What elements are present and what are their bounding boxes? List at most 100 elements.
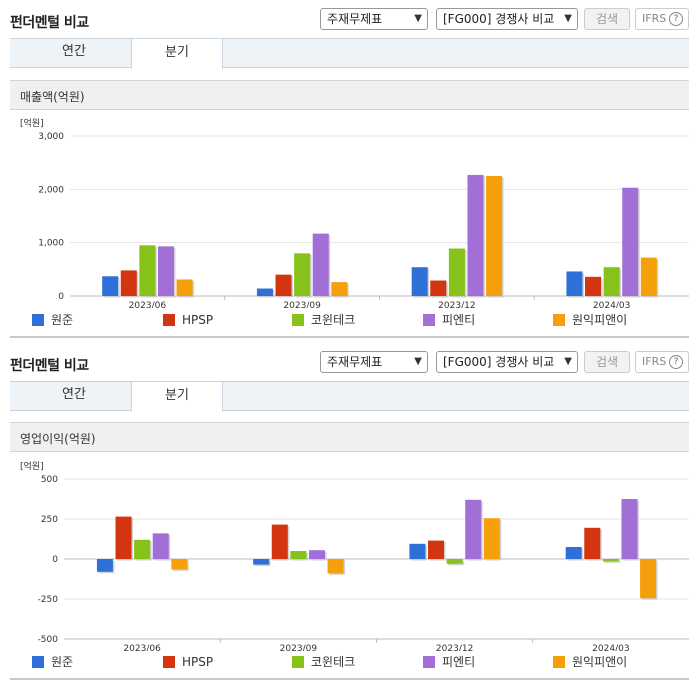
chart-legend: 원준 HPSP 코윈테크 피엔티 원익피앤이 (10, 652, 689, 672)
y-unit-label: [억원] (20, 117, 44, 129)
tab-quarterly[interactable]: 분기 (131, 38, 223, 69)
y-tick-label: -250 (38, 595, 59, 605)
y-unit-label: [억원] (20, 460, 44, 472)
legend-label: 피엔티 (442, 313, 476, 327)
help-icon: ? (669, 12, 683, 26)
section-title-bar: 영업이익(억원) (10, 422, 689, 452)
search-button[interactable]: 검색 (584, 351, 630, 373)
bar (256, 288, 273, 296)
panel-divider (10, 678, 689, 680)
bar (327, 559, 344, 574)
bar (96, 559, 113, 572)
bar (585, 276, 602, 296)
bar (411, 267, 428, 296)
bar (467, 174, 484, 296)
legend-label: 원준 (51, 655, 74, 669)
bar (483, 518, 500, 559)
legend-swatch (32, 656, 44, 668)
bar (294, 253, 311, 296)
x-tick-label: 2023/12 (438, 301, 475, 308)
bar (290, 551, 307, 559)
legend-swatch (292, 314, 304, 326)
bar (312, 233, 329, 296)
legend-swatch (292, 656, 304, 668)
legend-label: 원준 (51, 313, 74, 327)
panel-divider (10, 336, 689, 338)
ifrs-label: IFRS (642, 355, 667, 368)
bar (640, 559, 657, 599)
bar (446, 559, 463, 564)
x-tick-label: 2023/06 (129, 301, 167, 308)
statement-type-value: 주재무제표 (327, 12, 383, 26)
ifrs-help-button[interactable]: IFRS ? (635, 8, 689, 30)
bar (275, 274, 292, 296)
bar-shadow (604, 560, 621, 563)
bar (271, 524, 288, 559)
peer-group-select[interactable]: [FG000] 경쟁사 비교 ▼ (436, 351, 578, 373)
period-tabs: 연간 분기 (10, 381, 689, 412)
x-tick-label: 2023/12 (436, 644, 473, 651)
legend-label: 원익피앤이 (572, 655, 628, 669)
statement-type-select[interactable]: 주재무제표 ▼ (320, 351, 428, 373)
search-button[interactable]: 검색 (584, 8, 630, 30)
x-tick-label: 2024/03 (592, 644, 629, 651)
fundamental-panel-operating-profit: 펀더멘털 비교 주재무제표 ▼ [FG000] 경쟁사 비교 ▼ 검색 IFRS… (0, 343, 696, 684)
panel-header: 펀더멘털 비교 주재무제표 ▼ [FG000] 경쟁사 비교 ▼ 검색 IFRS… (0, 0, 696, 38)
bar (448, 248, 465, 296)
legend-label: HPSP (182, 313, 214, 327)
x-tick-label: 2023/09 (283, 301, 321, 308)
tab-annual[interactable]: 연간 (62, 387, 86, 402)
panel-header: 펀더멘털 비교 주재무제표 ▼ [FG000] 경쟁사 비교 ▼ 검색 IFRS… (0, 343, 696, 381)
bar (622, 187, 639, 296)
bar (621, 499, 638, 559)
section-title-bar: 매출액(억원) (10, 80, 689, 110)
bar (152, 533, 169, 559)
bar (139, 245, 156, 296)
bar (465, 499, 482, 559)
y-tick-label: 250 (41, 515, 58, 525)
legend-swatch (423, 656, 435, 668)
panel-title: 펀더멘털 비교 (10, 358, 89, 374)
bar (565, 547, 582, 559)
bar (253, 559, 270, 565)
x-tick-label: 2023/09 (280, 644, 318, 651)
legend-swatch (553, 656, 565, 668)
legend-swatch (423, 314, 435, 326)
peer-group-value: [FG000] 경쟁사 비교 (443, 12, 555, 26)
legend-swatch (163, 314, 175, 326)
panel-title: 펀더멘털 비교 (10, 15, 89, 31)
statement-type-value: 주재무제표 (327, 355, 383, 369)
bar (308, 550, 325, 559)
x-tick-label: 2024/03 (593, 301, 630, 308)
legend-swatch (32, 314, 44, 326)
ifrs-help-button[interactable]: IFRS ? (635, 351, 689, 373)
operating-profit-bar-chart: [억원] -500 -250 0 250 500 2023/06 2023/09 2023/12… (20, 460, 689, 651)
legend-label: 원익피앤이 (572, 313, 628, 327)
section-title: 영업이익(억원) (20, 432, 96, 446)
peer-group-value: [FG000] 경쟁사 비교 (443, 355, 555, 369)
bar (331, 282, 348, 296)
revenue-bar-chart: [억원] 0 1,000 2,000 3,000 2023/06 2023/09 2023/1… (20, 117, 689, 308)
bar (430, 280, 447, 296)
tab-annual[interactable]: 연간 (62, 44, 86, 59)
peer-group-select[interactable]: [FG000] 경쟁사 비교 ▼ (436, 8, 578, 30)
y-tick-label: 1,000 (38, 239, 64, 249)
bar (176, 279, 193, 296)
y-tick-label: 0 (58, 292, 64, 302)
y-tick-label: 2,000 (38, 185, 64, 195)
statement-type-select[interactable]: 주재무제표 ▼ (320, 8, 428, 30)
bar (603, 267, 620, 296)
legend-swatch (553, 314, 565, 326)
y-tick-label: 0 (52, 555, 58, 565)
legend-swatch (163, 656, 175, 668)
y-tick-label: -500 (38, 635, 59, 645)
chevron-down-icon: ▼ (414, 356, 422, 367)
bar (428, 540, 445, 559)
bar (115, 516, 132, 559)
tab-quarterly[interactable]: 분기 (131, 381, 223, 412)
chevron-down-icon: ▼ (564, 13, 572, 24)
bar (640, 257, 657, 296)
bar (409, 543, 426, 559)
bar (486, 176, 503, 296)
legend-label: 코윈테크 (311, 313, 356, 327)
